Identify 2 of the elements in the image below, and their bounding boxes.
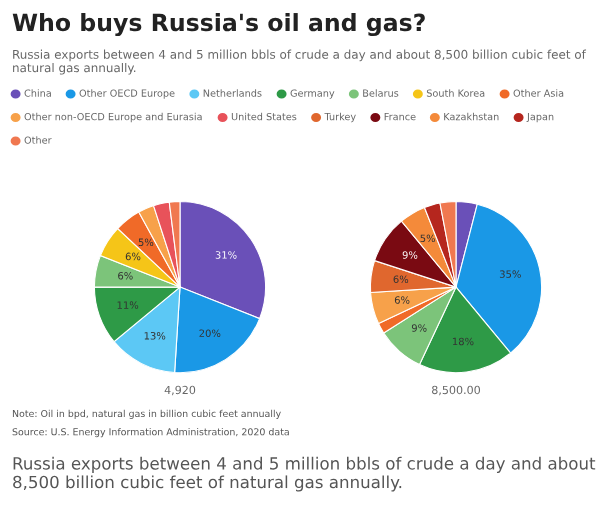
chart-title: Who buys Russia's oil and gas? bbox=[12, 13, 425, 37]
text: Russia exports between 4 and 5 million bbls of crude a day and about 8,500 billion cubic feet of natural gas annually. bbox=[13, 456, 596, 492]
